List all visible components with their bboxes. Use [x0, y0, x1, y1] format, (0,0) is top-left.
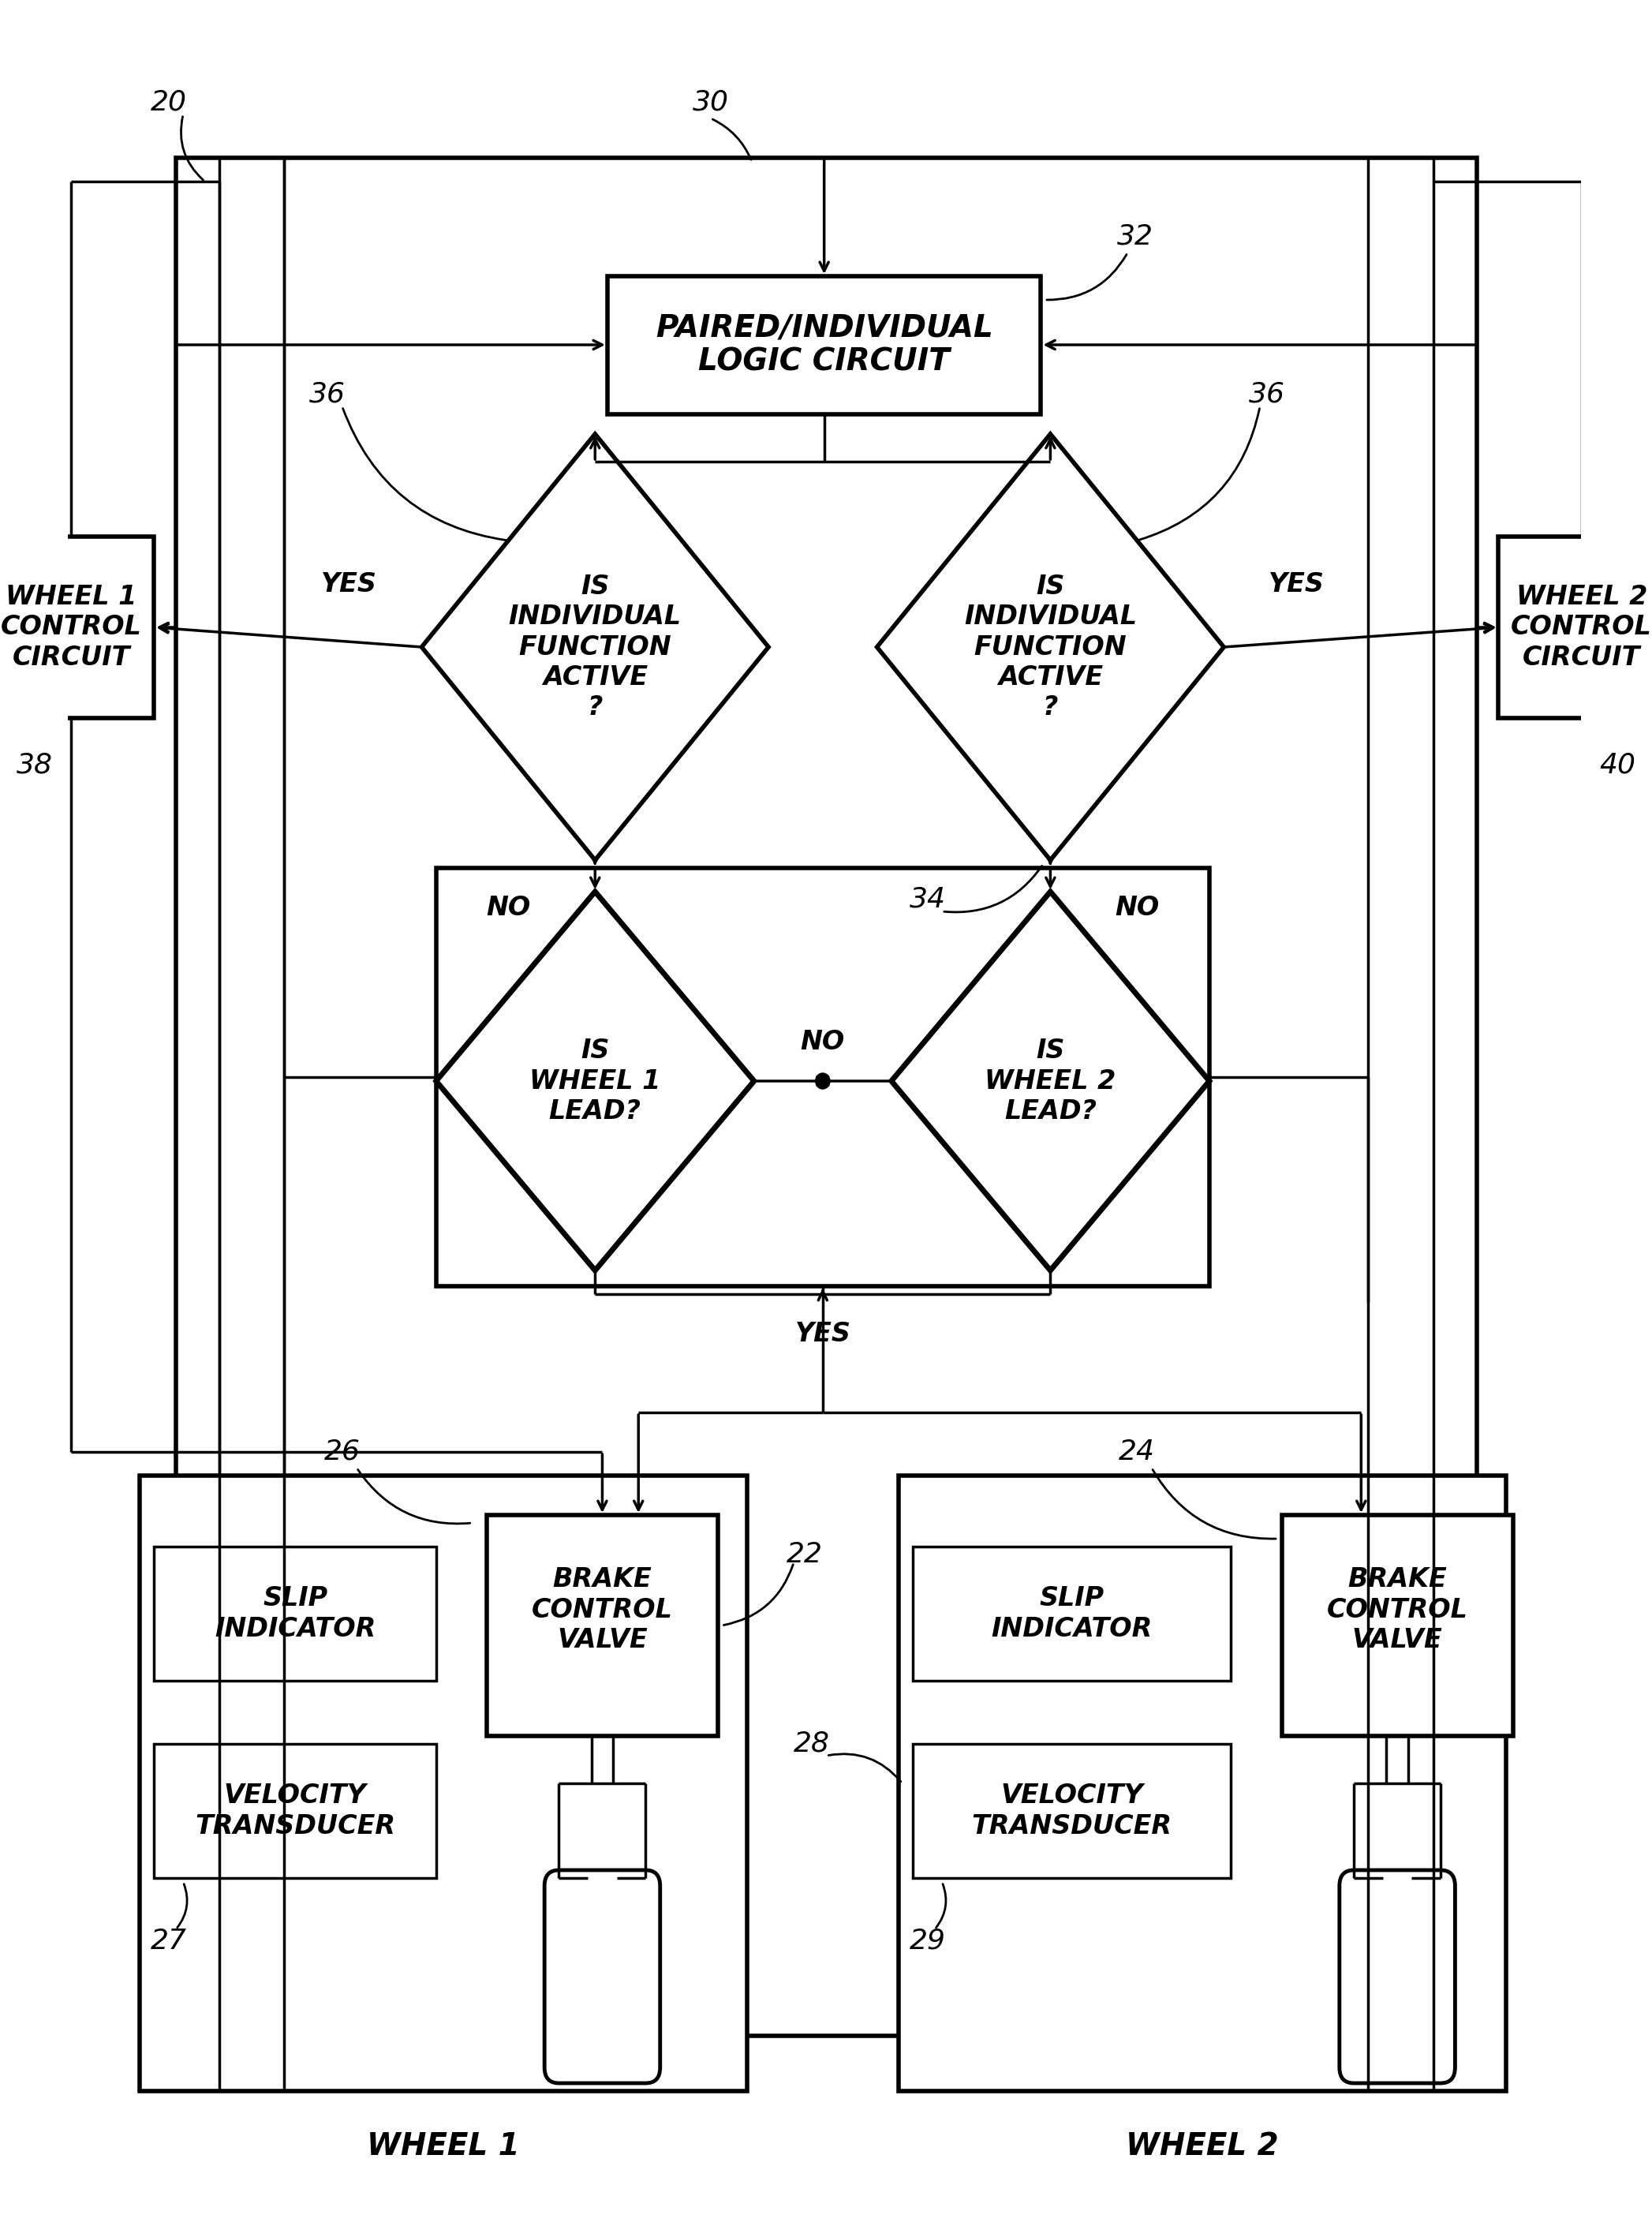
Text: 38: 38	[17, 752, 53, 779]
Text: VELOCITY
TRANSDUCER: VELOCITY TRANSDUCER	[971, 1783, 1173, 1839]
Text: YES: YES	[322, 570, 377, 597]
Bar	[914, 1547, 1231, 1681]
Text: BRAKE
CONTROL
VALVE: BRAKE CONTROL VALVE	[1327, 1567, 1469, 1654]
FancyBboxPatch shape	[1340, 1870, 1455, 2084]
Bar	[0, 536, 154, 719]
Bar	[154, 1547, 436, 1681]
Text: 34: 34	[909, 886, 945, 913]
Text: NO: NO	[801, 1028, 844, 1055]
Text: WHEEL 2
CONTROL
CIRCUIT: WHEEL 2 CONTROL CIRCUIT	[1512, 583, 1652, 670]
Polygon shape	[892, 893, 1209, 1271]
Text: 36: 36	[309, 381, 345, 407]
Text: 28: 28	[793, 1730, 829, 1756]
Text: WHEEL 1
CONTROL
CIRCUIT: WHEEL 1 CONTROL CIRCUIT	[0, 583, 142, 670]
Text: PAIRED/INDIVIDUAL
LOGIC CIRCUIT: PAIRED/INDIVIDUAL LOGIC CIRCUIT	[656, 312, 993, 376]
Text: 29: 29	[909, 1928, 945, 1954]
Polygon shape	[877, 434, 1224, 859]
Text: IS
INDIVIDUAL
FUNCTION
ACTIVE
?: IS INDIVIDUAL FUNCTION ACTIVE ?	[509, 574, 682, 721]
Text: 40: 40	[1599, 752, 1635, 779]
Text: 26: 26	[324, 1438, 360, 1465]
Bar	[608, 276, 1041, 414]
Text: IS
WHEEL 2
LEAD?: IS WHEEL 2 LEAD?	[985, 1037, 1117, 1124]
Bar	[436, 868, 1209, 1287]
Bar	[1282, 1516, 1513, 1736]
Bar	[914, 1743, 1231, 1879]
FancyBboxPatch shape	[545, 1870, 661, 2084]
Text: 27: 27	[150, 1928, 187, 1954]
Text: IS
WHEEL 1
LEAD?: IS WHEEL 1 LEAD?	[529, 1037, 661, 1124]
Text: 30: 30	[692, 89, 729, 116]
Text: 20: 20	[150, 89, 187, 116]
Bar	[487, 1516, 719, 1736]
Bar	[175, 158, 1477, 2037]
Polygon shape	[421, 434, 768, 859]
Text: BRAKE
CONTROL
VALVE: BRAKE CONTROL VALVE	[532, 1567, 672, 1654]
Bar	[140, 1476, 747, 2090]
Circle shape	[816, 1073, 829, 1089]
Bar	[1498, 536, 1652, 719]
Text: WHEEL 1: WHEEL 1	[367, 2130, 520, 2161]
Text: YES: YES	[795, 1320, 851, 1347]
Polygon shape	[436, 893, 753, 1271]
Text: WHEEL 2: WHEEL 2	[1125, 2130, 1279, 2161]
Bar	[154, 1743, 436, 1879]
Bar	[899, 1476, 1505, 2090]
Text: VELOCITY
TRANSDUCER: VELOCITY TRANSDUCER	[195, 1783, 395, 1839]
Text: YES: YES	[1269, 570, 1323, 597]
Text: 32: 32	[1117, 223, 1153, 249]
Text: NO: NO	[486, 895, 530, 922]
Text: 24: 24	[1118, 1438, 1155, 1465]
Text: SLIP
INDICATOR: SLIP INDICATOR	[215, 1585, 375, 1643]
Text: 36: 36	[1249, 381, 1285, 407]
Text: NO: NO	[1115, 895, 1160, 922]
Text: 22: 22	[786, 1540, 823, 1567]
Text: IS
INDIVIDUAL
FUNCTION
ACTIVE
?: IS INDIVIDUAL FUNCTION ACTIVE ?	[963, 574, 1137, 721]
Text: SLIP
INDICATOR: SLIP INDICATOR	[991, 1585, 1153, 1643]
